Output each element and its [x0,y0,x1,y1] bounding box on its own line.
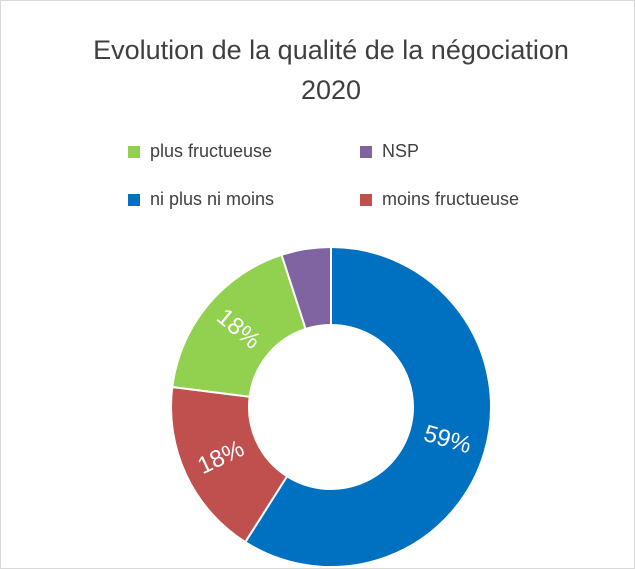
legend-swatch [360,146,372,158]
legend-label: ni plus ni moins [150,189,274,209]
legend-swatch [128,146,140,158]
donut-slice [170,385,289,544]
donut-slice [280,245,332,331]
legend-swatch [360,194,372,206]
donut-slice [171,253,307,398]
chart-title: Evolution de la qualité de la négociatio… [93,35,569,105]
donut-slice [243,245,492,568]
legend-label: NSP [382,141,419,161]
legend-swatch [128,194,140,206]
legend-label: moins fructueuse [382,189,519,209]
legend-label: plus fructueuse [150,141,272,161]
